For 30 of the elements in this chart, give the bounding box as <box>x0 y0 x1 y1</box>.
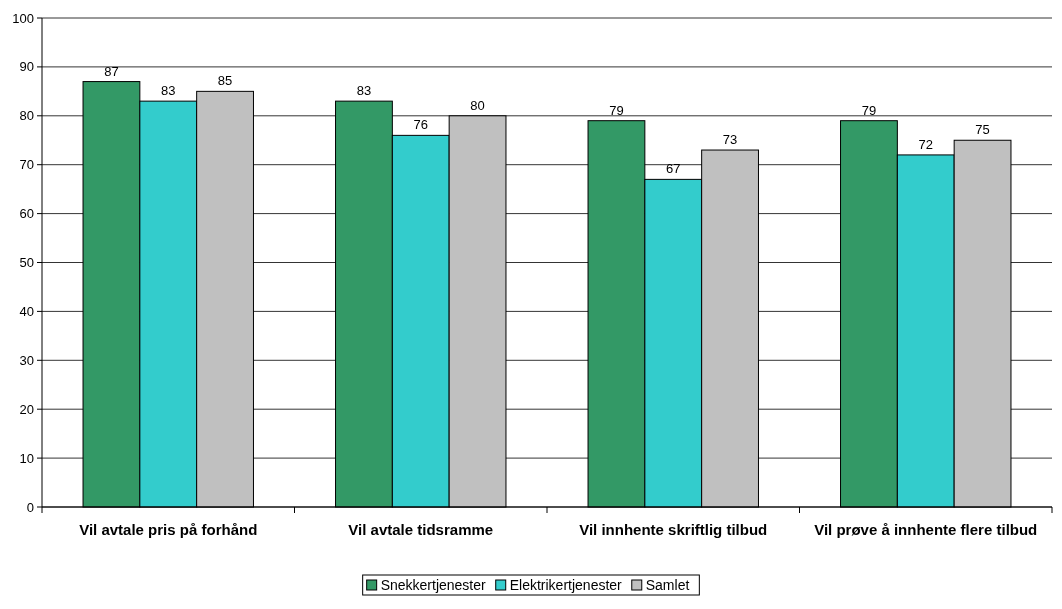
x-tick-label: Vil innhente skriftlig tilbud <box>579 521 768 538</box>
x-tick-label: Vil prøve å innhente flere tilbud <box>814 521 1038 538</box>
x-tick-label: Vil avtale pris på forhånd <box>79 521 258 538</box>
data-label: 83 <box>161 83 176 99</box>
data-label: 76 <box>413 117 428 133</box>
y-tick-label: 20 <box>19 401 34 417</box>
y-tick-label: 70 <box>19 157 34 173</box>
y-tick-label: 100 <box>12 10 34 26</box>
y-tick-label: 60 <box>19 206 34 222</box>
data-label: 79 <box>609 102 624 118</box>
y-tick-label: 40 <box>19 303 34 319</box>
data-label: 85 <box>217 73 233 89</box>
x-tick-label: Vil avtale tidsramme <box>348 521 494 538</box>
y-tick-label: 50 <box>19 255 34 271</box>
legend-label: Snekkertjenester <box>380 576 487 593</box>
data-label: 72 <box>918 136 933 152</box>
y-tick-label: 0 <box>26 499 34 515</box>
legend-label: Samlet <box>645 576 690 593</box>
data-label: 80 <box>470 97 485 113</box>
y-tick-label: 90 <box>19 59 34 75</box>
y-tick-label: 30 <box>19 352 34 368</box>
data-label: 73 <box>722 132 738 148</box>
data-label: 79 <box>861 102 877 118</box>
data-label: 67 <box>666 161 681 177</box>
y-tick-label: 80 <box>19 108 34 124</box>
legend-label: Elektrikertjenester <box>509 576 623 593</box>
y-tick-label: 10 <box>19 450 34 466</box>
data-label: 87 <box>104 63 119 79</box>
data-label: 75 <box>975 122 990 138</box>
data-label: 83 <box>356 83 372 99</box>
